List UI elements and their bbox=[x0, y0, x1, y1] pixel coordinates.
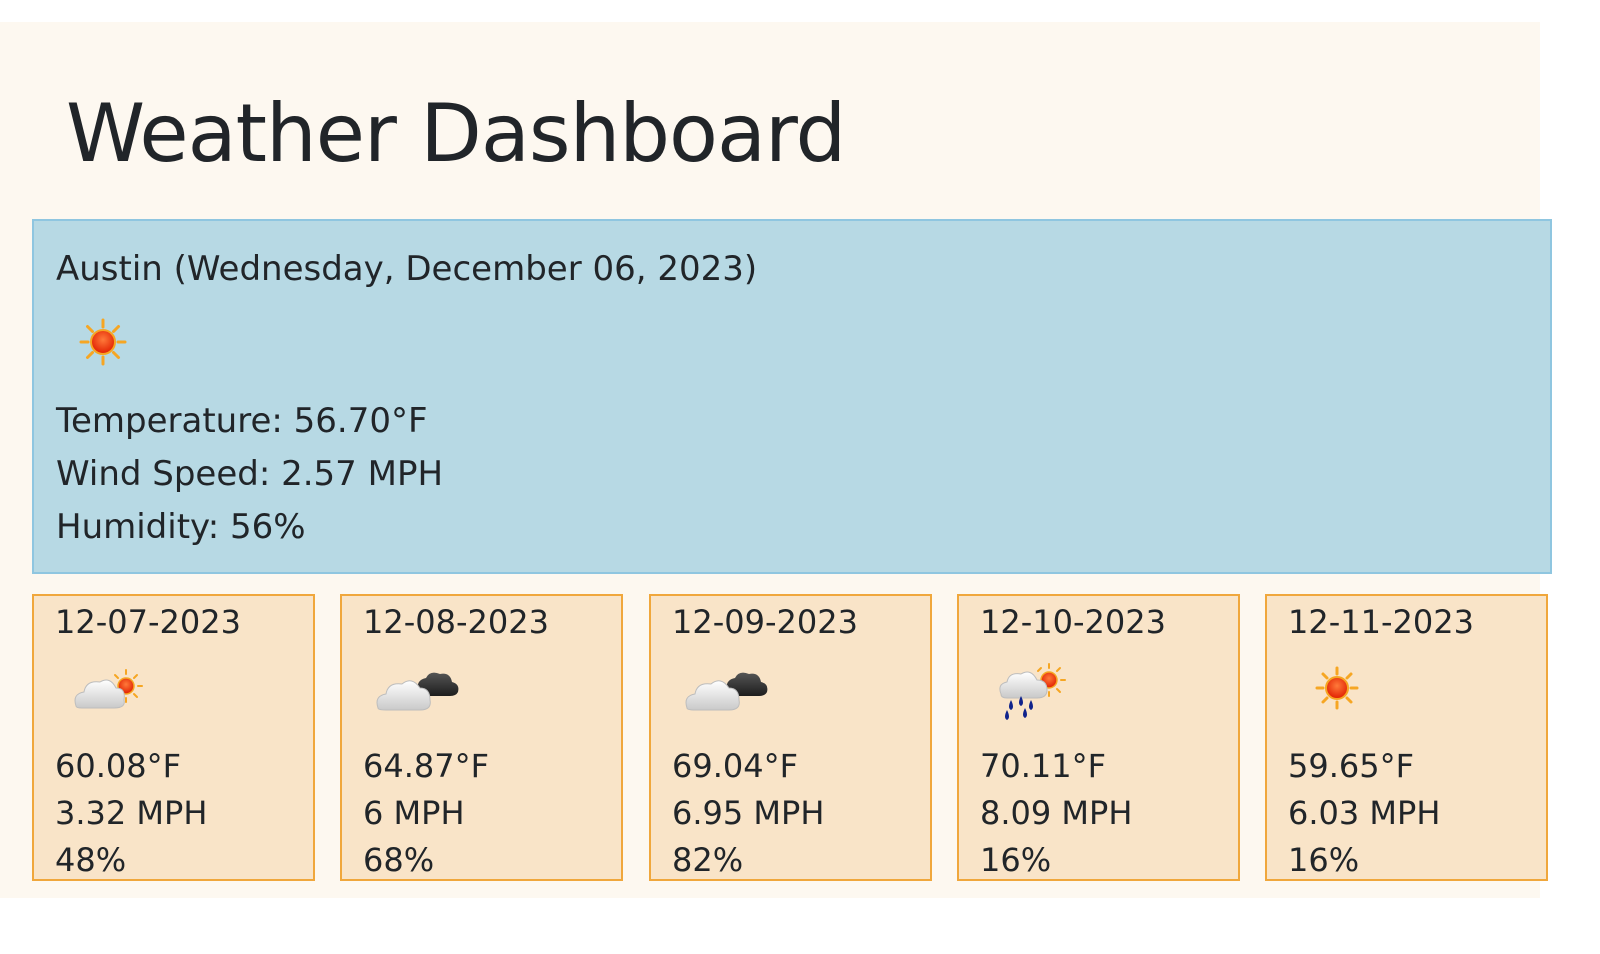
page-title: Weather Dashboard bbox=[66, 87, 846, 180]
forecast-card: 12-09-2023 69.04°F 6.95 MPH 82% bbox=[649, 594, 932, 881]
sun-icon bbox=[78, 317, 128, 367]
forecast-card: 12-07-2023 60.08°F 3.32 MPH 48% bbox=[32, 594, 315, 881]
forecast-temperature: 59.65°F bbox=[1288, 747, 1415, 785]
forecast-date: 12-11-2023 bbox=[1288, 603, 1474, 641]
forecast-wind: 3.32 MPH bbox=[55, 794, 208, 832]
forecast-humidity: 16% bbox=[980, 841, 1052, 879]
forecast-humidity: 16% bbox=[1288, 841, 1360, 879]
forecast-date: 12-10-2023 bbox=[980, 603, 1166, 641]
forecast-humidity: 68% bbox=[363, 841, 435, 879]
cloudy-icon bbox=[374, 654, 464, 724]
current-weather-panel: Austin (Wednesday, December 06, 2023) Te… bbox=[32, 219, 1552, 574]
forecast-card: 12-10-2023 70.11°F 8.09 MPH 16% bbox=[957, 594, 1240, 881]
forecast-date: 12-07-2023 bbox=[55, 603, 241, 641]
current-temperature: Temperature: 56.70°F bbox=[56, 401, 428, 441]
rain-sun-icon bbox=[991, 654, 1081, 724]
forecast-wind: 6 MPH bbox=[363, 794, 465, 832]
forecast-wind: 6.03 MPH bbox=[1288, 794, 1441, 832]
forecast-wind: 6.95 MPH bbox=[672, 794, 825, 832]
cloudy-icon bbox=[683, 654, 773, 724]
forecast-temperature: 69.04°F bbox=[672, 747, 799, 785]
current-wind-speed: Wind Speed: 2.57 MPH bbox=[56, 454, 444, 494]
forecast-wind: 8.09 MPH bbox=[980, 794, 1133, 832]
current-humidity: Humidity: 56% bbox=[56, 507, 306, 547]
forecast-card: 12-11-2023 59.65°F 6.03 MPH 16% bbox=[1265, 594, 1548, 881]
current-city-date: Austin (Wednesday, December 06, 2023) bbox=[56, 249, 758, 289]
forecast-date: 12-08-2023 bbox=[363, 603, 549, 641]
forecast-humidity: 82% bbox=[672, 841, 744, 879]
forecast-temperature: 70.11°F bbox=[980, 747, 1107, 785]
forecast-humidity: 48% bbox=[55, 841, 127, 879]
forecast-card: 12-08-2023 64.87°F 6 MPH 68% bbox=[340, 594, 623, 881]
forecast-date: 12-09-2023 bbox=[672, 603, 858, 641]
forecast-temperature: 64.87°F bbox=[363, 747, 490, 785]
partly-sunny-icon bbox=[66, 654, 156, 724]
sun-icon bbox=[1299, 654, 1389, 724]
forecast-temperature: 60.08°F bbox=[55, 747, 182, 785]
